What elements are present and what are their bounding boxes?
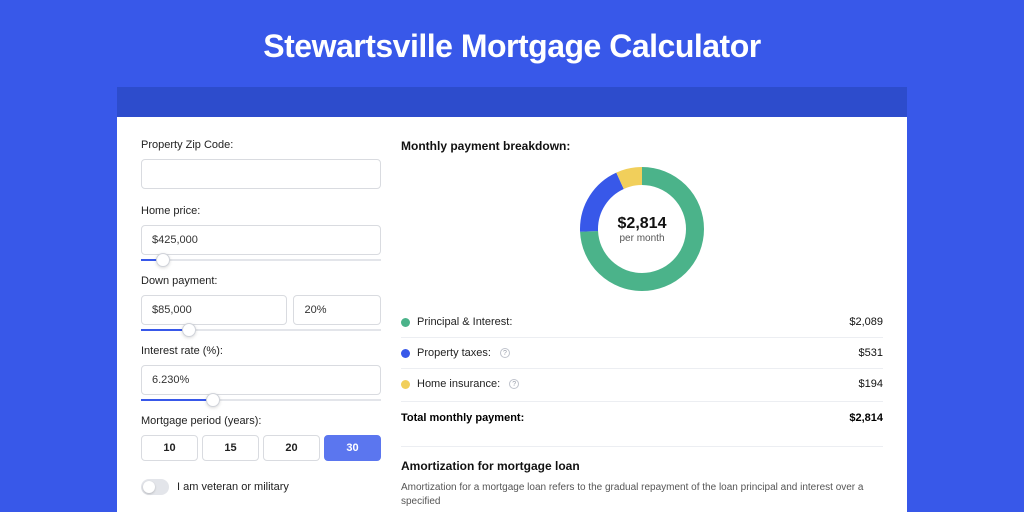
- breakdown-title: Monthly payment breakdown:: [401, 139, 883, 153]
- total-value: $2,814: [849, 412, 883, 424]
- down-payment-percent-input[interactable]: [293, 295, 381, 325]
- zip-input[interactable]: [141, 159, 381, 189]
- home-price-field-group: Home price:: [141, 205, 381, 261]
- zip-field-group: Property Zip Code:: [141, 139, 381, 191]
- veteran-toggle[interactable]: [141, 479, 169, 495]
- legend-dot: [401, 380, 410, 389]
- header-strip: [117, 87, 907, 117]
- legend-value: $531: [859, 347, 883, 359]
- interest-rate-slider-thumb[interactable]: [206, 393, 220, 407]
- mortgage-period-option[interactable]: 30: [324, 435, 381, 461]
- total-row: Total monthly payment: $2,814: [401, 401, 883, 438]
- down-payment-slider[interactable]: [141, 329, 381, 331]
- legend-value: $2,089: [849, 316, 883, 328]
- zip-label: Property Zip Code:: [141, 139, 381, 151]
- legend-label: Home insurance:: [417, 378, 500, 390]
- legend-label: Principal & Interest:: [417, 316, 512, 328]
- mortgage-period-option[interactable]: 15: [202, 435, 259, 461]
- veteran-label: I am veteran or military: [177, 481, 289, 493]
- veteran-toggle-knob: [143, 481, 155, 493]
- donut-sub: per month: [619, 233, 664, 244]
- donut-amount: $2,814: [618, 215, 667, 233]
- info-icon[interactable]: ?: [500, 348, 510, 358]
- legend-rows: Principal & Interest: $2,089 Property taxe…: [401, 307, 883, 399]
- page-title: Stewartsville Mortgage Calculator: [0, 0, 1024, 87]
- veteran-toggle-row: I am veteran or military: [141, 479, 381, 495]
- mortgage-period-option[interactable]: 20: [263, 435, 320, 461]
- down-payment-amount-input[interactable]: [141, 295, 287, 325]
- info-icon[interactable]: ?: [509, 379, 519, 389]
- breakdown-column: Monthly payment breakdown: $2,814 per mo…: [401, 139, 883, 512]
- interest-rate-slider-fill: [141, 399, 213, 401]
- home-price-slider-thumb[interactable]: [156, 253, 170, 267]
- legend-row: Home insurance:? $194: [401, 369, 883, 399]
- mortgage-period-label: Mortgage period (years):: [141, 415, 381, 427]
- home-price-input[interactable]: [141, 225, 381, 255]
- donut-wrap: $2,814 per month: [401, 167, 883, 291]
- calculator-card: Property Zip Code: Home price: Down paym…: [117, 117, 907, 512]
- legend-row: Principal & Interest: $2,089: [401, 307, 883, 338]
- legend-dot: [401, 349, 410, 358]
- interest-rate-field-group: Interest rate (%):: [141, 345, 381, 401]
- down-payment-slider-thumb[interactable]: [182, 323, 196, 337]
- home-price-label: Home price:: [141, 205, 381, 217]
- down-payment-label: Down payment:: [141, 275, 381, 287]
- mortgage-period-buttons: 10152030: [141, 435, 381, 461]
- interest-rate-slider[interactable]: [141, 399, 381, 401]
- mortgage-period-option[interactable]: 10: [141, 435, 198, 461]
- home-price-slider[interactable]: [141, 259, 381, 261]
- legend-value: $194: [859, 378, 883, 390]
- inputs-column: Property Zip Code: Home price: Down paym…: [141, 139, 381, 512]
- mortgage-period-field-group: Mortgage period (years): 10152030: [141, 415, 381, 461]
- total-label: Total monthly payment:: [401, 412, 524, 424]
- donut-chart: $2,814 per month: [580, 167, 704, 291]
- interest-rate-label: Interest rate (%):: [141, 345, 381, 357]
- amortization-title: Amortization for mortgage loan: [401, 446, 883, 473]
- donut-center: $2,814 per month: [580, 167, 704, 291]
- legend-row: Property taxes:? $531: [401, 338, 883, 369]
- interest-rate-input[interactable]: [141, 365, 381, 395]
- amortization-text: Amortization for a mortgage loan refers …: [401, 481, 883, 509]
- legend-label: Property taxes:: [417, 347, 491, 359]
- down-payment-field-group: Down payment:: [141, 275, 381, 331]
- legend-dot: [401, 318, 410, 327]
